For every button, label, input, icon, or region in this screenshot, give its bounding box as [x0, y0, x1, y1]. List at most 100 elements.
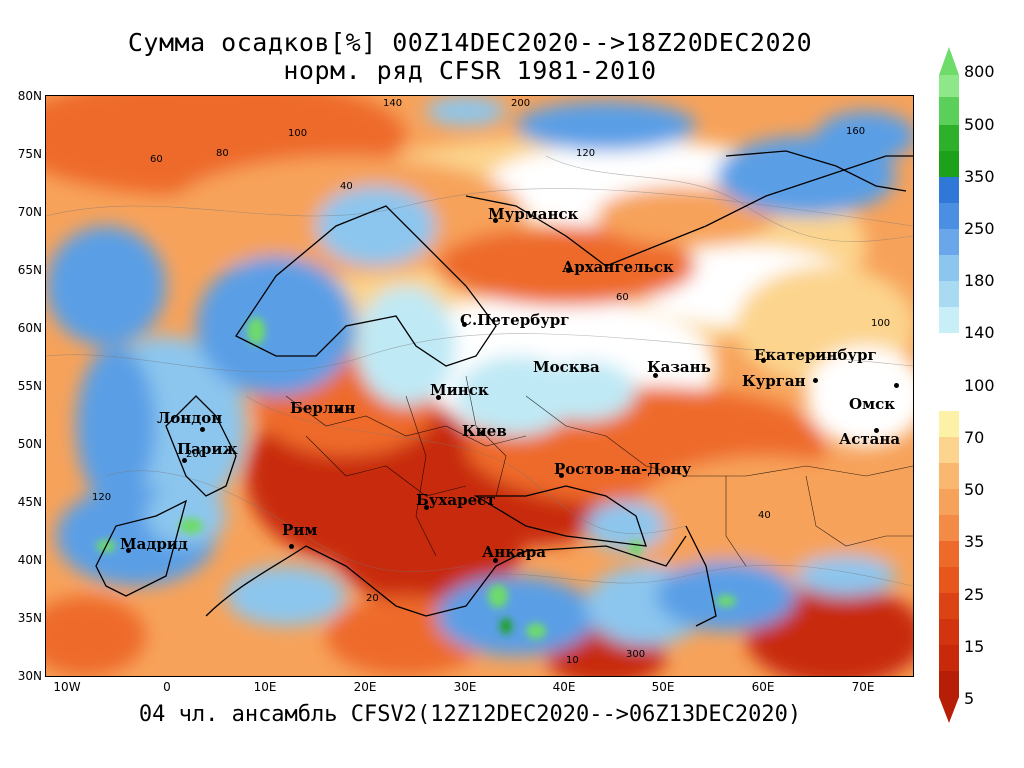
lon-label-10e: 10E — [253, 680, 277, 694]
colorbar-label-15: 15 — [964, 637, 985, 656]
city-marker — [653, 373, 658, 378]
colorbar-swatch — [939, 203, 959, 229]
colorbar-top-arrow — [939, 47, 959, 75]
lat-label-70n: 70N — [17, 205, 42, 219]
city-marker — [493, 218, 498, 223]
colorbar-label-140: 140 — [964, 323, 995, 342]
city-marker — [493, 558, 498, 563]
colorbar-swatch — [939, 437, 959, 463]
city-moscow: Москва — [533, 358, 600, 376]
city-marker — [338, 408, 343, 413]
contour-label: 60 — [150, 154, 163, 165]
colorbar — [939, 47, 959, 723]
colorbar-swatch — [939, 281, 959, 307]
map-footer: 04 чл. ансамбль CFSV2(12Z12DEC2020-->06Z… — [138, 702, 802, 727]
city-minsk: Минск — [430, 381, 489, 399]
lat-label-40n: 40N — [17, 553, 42, 567]
contour-label: 120 — [576, 148, 596, 159]
colorbar-swatch — [939, 645, 959, 671]
city-marker — [424, 505, 429, 510]
contour-label: 40 — [340, 181, 353, 192]
colorbar-swatch — [939, 489, 959, 515]
contour-label: 40 — [758, 510, 771, 521]
city-marker — [436, 395, 441, 400]
lon-label-30e: 30E — [453, 680, 477, 694]
city-marker — [894, 383, 899, 388]
contour-label: 300 — [626, 649, 646, 660]
colorbar-bottom-arrow — [939, 697, 959, 723]
lat-label-60n: 60N — [17, 321, 42, 335]
colorbar-swatch — [939, 97, 959, 125]
colorbar-swatch — [939, 359, 959, 411]
city-st-petersburg: С.Петербург — [460, 311, 570, 329]
lat-label-65n: 65N — [17, 263, 42, 277]
precipitation-map: 200 140 100 80 60 40 120 160 200 120 20 … — [45, 95, 914, 677]
colorbar-label-800: 800 — [964, 62, 995, 81]
city-murmansk: Мурманск — [488, 205, 579, 223]
contour-label: 200 — [511, 98, 531, 109]
city-marker — [761, 358, 766, 363]
lat-label-45n: 45N — [17, 495, 42, 509]
lon-label-50e: 50E — [651, 680, 675, 694]
lon-label-0: 0 — [163, 680, 171, 694]
city-kurgan: Курган — [742, 372, 806, 390]
colorbar-label-180: 180 — [964, 271, 995, 290]
city-bucharest: Бухарест — [416, 491, 496, 509]
city-marker — [200, 427, 205, 432]
precipitation-field — [46, 96, 913, 676]
colorbar-label-50: 50 — [964, 480, 985, 499]
colorbar-label-25: 25 — [964, 585, 985, 604]
colorbar-label-250: 250 — [964, 219, 995, 238]
city-paris: Париж — [177, 440, 238, 458]
colorbar-label-70: 70 — [964, 428, 985, 447]
colorbar-swatch — [939, 333, 959, 359]
contour-label: 80 — [216, 148, 229, 159]
colorbar-swatch — [939, 541, 959, 567]
contour-label: 140 — [383, 98, 403, 109]
city-marker — [182, 458, 187, 463]
contour-label: 200 — [186, 449, 206, 460]
contour-label: 100 — [871, 318, 891, 329]
city-yekaterinburg: Екатеринбург — [754, 346, 877, 364]
city-astana: Астана — [839, 430, 901, 448]
contour-label: 60 — [616, 292, 629, 303]
colorbar-label-350: 350 — [964, 167, 995, 186]
colorbar-swatch — [939, 75, 959, 97]
city-marker — [480, 431, 485, 436]
lon-label-60e: 60E — [751, 680, 775, 694]
colorbar-label-5: 5 — [964, 689, 975, 708]
city-kazan: Казань — [647, 358, 711, 376]
colorbar-label-500: 500 — [964, 115, 995, 134]
city-marker — [289, 544, 294, 549]
contour-label: 20 — [366, 593, 379, 604]
colorbar-swatch — [939, 567, 959, 593]
city-madrid: Мадрид — [120, 535, 188, 553]
lat-label-75n: 75N — [17, 147, 42, 161]
lat-label-55n: 55N — [17, 379, 42, 393]
city-marker — [874, 428, 879, 433]
colorbar-swatch — [939, 255, 959, 281]
colorbar-label-100: 100 — [964, 376, 995, 395]
city-berlin: Берлин — [290, 399, 356, 417]
city-rostov: Ростов-на-Дону — [554, 460, 692, 478]
colorbar-swatch — [939, 515, 959, 541]
contour-label: 100 — [288, 128, 308, 139]
colorbar-swatch — [939, 125, 959, 151]
lon-label-70e: 70E — [851, 680, 875, 694]
lat-label-50n: 50N — [17, 437, 42, 451]
lat-label-35n: 35N — [17, 611, 42, 625]
colorbar-swatch — [939, 229, 959, 255]
colorbar-swatch — [939, 463, 959, 489]
city-london: Лондон — [157, 409, 223, 427]
lon-label-10w: 10W — [53, 680, 81, 694]
city-omsk: Омск — [849, 395, 896, 413]
city-marker — [559, 473, 564, 478]
city-marker — [566, 268, 571, 273]
lat-label-30n: 30N — [17, 669, 42, 683]
colorbar-swatch — [939, 307, 959, 333]
city-ankara: Анкара — [482, 543, 546, 561]
lat-label-80n: 80N — [17, 89, 42, 103]
city-marker — [126, 548, 131, 553]
city-marker — [462, 322, 467, 327]
colorbar-swatch — [939, 177, 959, 203]
